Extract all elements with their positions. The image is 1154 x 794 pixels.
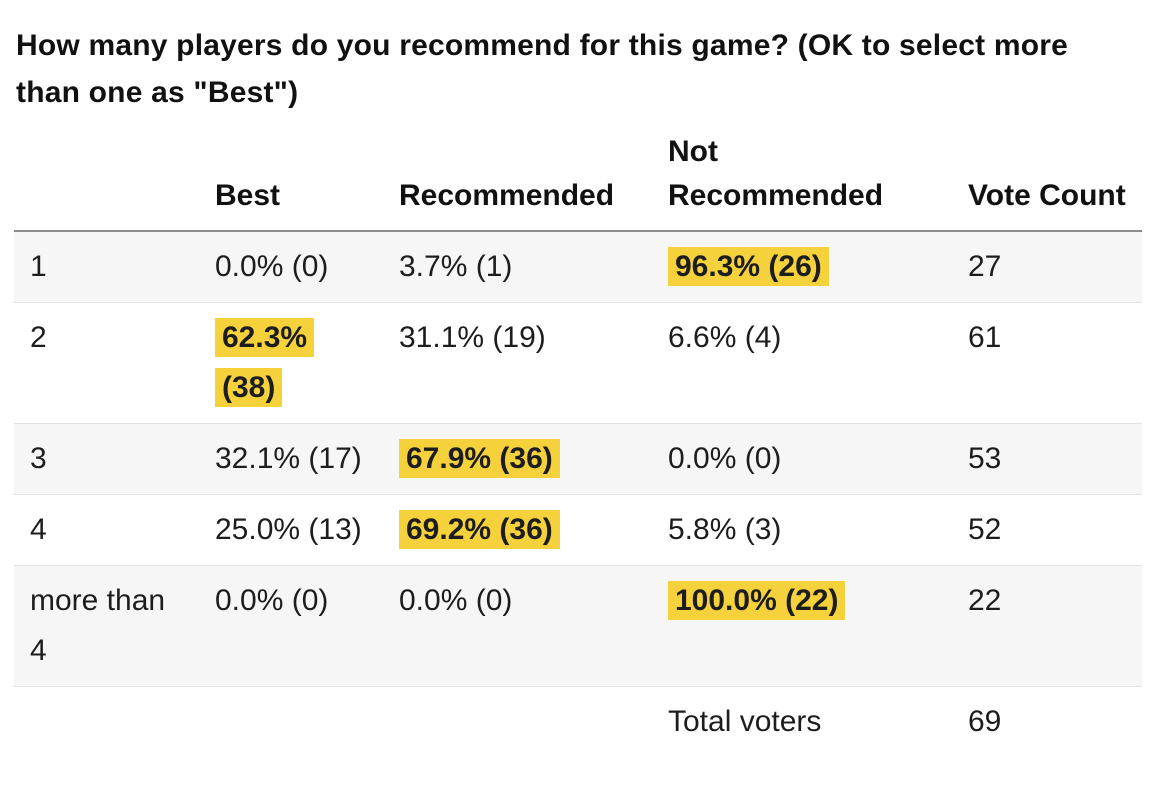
vote-count-cell: 52: [952, 494, 1142, 566]
not-recommended-value: 100.0% (22): [668, 581, 846, 620]
recommended-value: 67.9% (36): [399, 439, 560, 478]
table-body: 1 0.0% (0) 3.7% (1) 96.3% (26) 27 2 62.3…: [14, 231, 1142, 687]
not-recommended-cell: 100.0% (22): [652, 565, 952, 687]
table-header: Best Recommended Not Recommended Vote Co…: [14, 126, 1142, 232]
poll-results-panel: How many players do you recommend for th…: [14, 29, 1142, 757]
vote-count-cell: 53: [952, 423, 1142, 495]
vote-count-cell: 22: [952, 565, 1142, 687]
table-row-1-player: 1 0.0% (0) 3.7% (1) 96.3% (26) 27: [14, 231, 1142, 303]
not-recommended-cell: 96.3% (26): [652, 231, 952, 303]
best-cell: 62.3% (38): [199, 302, 383, 424]
best-cell: 0.0% (0): [199, 565, 383, 687]
total-voters-label: Total voters: [652, 686, 952, 757]
table-row-3-players: 3 32.1% (17) 67.9% (36) 0.0% (0) 53: [14, 423, 1142, 495]
recommended-cell: 31.1% (19): [383, 302, 652, 424]
best-cell: 25.0% (13): [199, 494, 383, 566]
player-count-label: 2: [14, 302, 199, 424]
vote-count-value: 22: [968, 584, 1002, 617]
best-value: 0.0% (0): [215, 250, 329, 283]
poll-results-table: Best Recommended Not Recommended Vote Co…: [14, 126, 1142, 757]
table-row-more-than-4: more than 4 0.0% (0) 0.0% (0) 100.0% (22…: [14, 565, 1142, 687]
vote-count-value: 53: [968, 442, 1002, 475]
recommended-cell: 67.9% (36): [383, 423, 652, 495]
vote-count-value: 27: [968, 250, 1002, 283]
poll-question-title: How many players do you recommend for th…: [16, 29, 1068, 109]
not-recommended-cell: 5.8% (3): [652, 494, 952, 566]
column-header-recommended: Recommended: [383, 126, 652, 232]
column-header-not-recommended: Not Recommended: [652, 126, 952, 232]
total-voters-value: 69: [952, 686, 1142, 757]
vote-count-value: 52: [968, 513, 1002, 546]
vote-count-cell: 61: [952, 302, 1142, 424]
column-header-vote-count: Vote Count: [952, 126, 1142, 232]
not-recommended-value: 0.0% (0): [668, 442, 782, 475]
not-recommended-value: 5.8% (3): [668, 513, 782, 546]
recommended-value: 69.2% (36): [399, 510, 560, 549]
table-footer: Total voters 69: [14, 686, 1142, 757]
recommended-value: 3.7% (1): [399, 250, 513, 283]
player-count-label: more than 4: [14, 565, 199, 687]
best-cell: 32.1% (17): [199, 423, 383, 495]
total-voters-row: Total voters 69: [14, 686, 1142, 757]
not-recommended-cell: 6.6% (4): [652, 302, 952, 424]
recommended-value: 0.0% (0): [399, 584, 513, 617]
best-value: 62.3% (38): [215, 318, 315, 407]
footer-spacer: [14, 686, 652, 757]
column-header-blank: [14, 126, 199, 232]
not-recommended-cell: 0.0% (0): [652, 423, 952, 495]
recommended-value: 31.1% (19): [399, 321, 546, 354]
player-count-label: 1: [14, 231, 199, 303]
recommended-cell: 0.0% (0): [383, 565, 652, 687]
vote-count-cell: 27: [952, 231, 1142, 303]
recommended-cell: 3.7% (1): [383, 231, 652, 303]
not-recommended-value: 6.6% (4): [668, 321, 782, 354]
best-value: 0.0% (0): [215, 584, 329, 617]
player-count-label: 3: [14, 423, 199, 495]
best-value: 25.0% (13): [215, 513, 362, 546]
vote-count-value: 61: [968, 321, 1002, 354]
recommended-cell: 69.2% (36): [383, 494, 652, 566]
table-row-2-players: 2 62.3% (38) 31.1% (19) 6.6% (4) 61: [14, 302, 1142, 424]
table-row-4-players: 4 25.0% (13) 69.2% (36) 5.8% (3) 52: [14, 494, 1142, 566]
best-value: 32.1% (17): [215, 442, 362, 475]
column-header-best: Best: [199, 126, 383, 232]
best-cell: 0.0% (0): [199, 231, 383, 303]
not-recommended-value: 96.3% (26): [668, 247, 829, 286]
player-count-label: 4: [14, 494, 199, 566]
header-row: Best Recommended Not Recommended Vote Co…: [14, 126, 1142, 232]
